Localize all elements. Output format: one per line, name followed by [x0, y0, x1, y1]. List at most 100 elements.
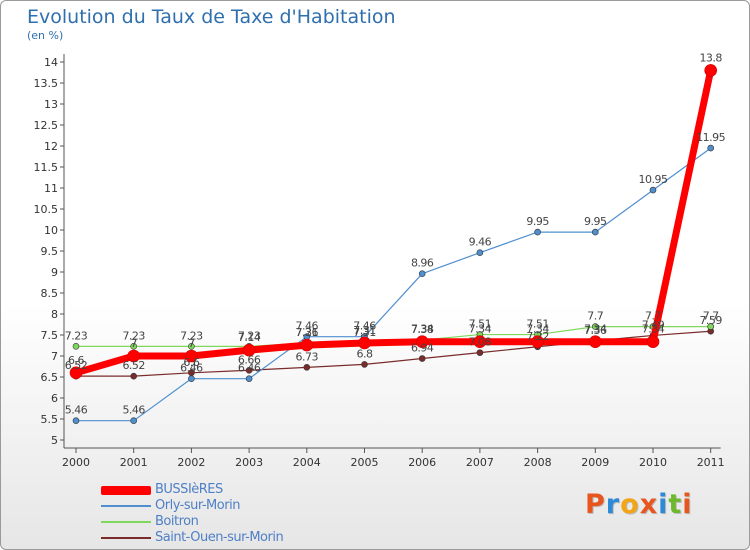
data-point: [303, 364, 311, 371]
data-point: [69, 366, 83, 380]
legend-swatch: [101, 485, 151, 495]
proxiti-logo: Proxiti: [585, 489, 693, 520]
logo-letter: r: [605, 489, 621, 520]
data-point: [473, 335, 487, 349]
y-tick-label: 8.5: [41, 287, 59, 300]
x-tick-label: 2010: [639, 456, 667, 469]
data-point: [245, 375, 253, 382]
y-tick-label: 10: [44, 224, 58, 237]
y-tick-label: 13: [44, 98, 58, 111]
legend-label: Boitron: [155, 514, 199, 529]
data-label: 7.23: [238, 329, 261, 342]
data-point: [242, 343, 256, 357]
series-line: [75, 147, 712, 422]
data-label: 7.7: [587, 310, 603, 323]
data-label: 7: [188, 337, 195, 350]
data-label: 13.8: [699, 51, 722, 64]
data-point: [127, 349, 140, 363]
data-label: 7.34: [469, 323, 492, 336]
data-label: 6.6: [183, 356, 199, 369]
data-label: 5.46: [122, 404, 145, 417]
x-tick-label: 2006: [408, 456, 436, 469]
data-label: 7.31: [353, 326, 376, 339]
data-label: 6.8: [357, 347, 373, 360]
data-point: [707, 144, 715, 152]
y-tick-label: 9.5: [41, 245, 59, 258]
data-label: 7.49: [642, 318, 665, 331]
data-label: 6.73: [296, 350, 319, 363]
y-tick-label: 13.5: [34, 77, 59, 90]
data-label: 7.08: [469, 336, 492, 349]
legend-label: BUSSIèRES: [155, 482, 223, 497]
series-layer: [69, 64, 718, 424]
data-label: 7.51: [526, 318, 549, 331]
x-tick-label: 2011: [697, 456, 725, 469]
series-line: [72, 66, 715, 377]
y-tick-label: 12: [44, 140, 58, 153]
data-label: 6.94: [411, 342, 434, 355]
data-point: [130, 343, 137, 350]
logo-letter: P: [585, 489, 606, 520]
data-label: 9.95: [526, 215, 549, 228]
data-label: 5.46: [65, 404, 88, 417]
y-tick-label: 5.5: [41, 413, 59, 426]
data-point: [588, 335, 602, 349]
data-label: 7.26: [296, 326, 319, 339]
data-label: 10.95: [639, 173, 668, 186]
logo-letter: o: [620, 489, 640, 520]
data-point: [188, 375, 195, 382]
data-label: 6.46: [180, 362, 203, 375]
y-tick-label: 8: [51, 308, 58, 321]
data-label: 7.7: [703, 310, 719, 323]
data-label: 7.36: [584, 324, 607, 337]
x-tick-label: 2000: [62, 456, 90, 469]
y-tick-label: 11: [44, 182, 58, 195]
data-label: 7.34: [526, 323, 549, 336]
data-label: 7.34: [642, 323, 665, 336]
data-label: 7.14: [238, 331, 261, 344]
data-label: 6.66: [238, 353, 261, 366]
data-point: [185, 349, 198, 363]
logo-letter: i: [658, 489, 669, 520]
data-label: 7.34: [411, 323, 434, 336]
data-point: [476, 249, 484, 256]
y-tick-label: 5: [51, 434, 58, 447]
data-label: 6.52: [65, 359, 88, 372]
data-point: [188, 343, 195, 350]
data-label: 9.95: [584, 215, 607, 228]
data-point: [358, 336, 371, 350]
logo-letter: t: [668, 489, 683, 520]
legend-swatch: [101, 505, 151, 507]
data-point: [476, 349, 484, 356]
data-label: 7.59: [699, 314, 722, 327]
data-label: 7.31: [296, 326, 319, 339]
x-tick-label: 2002: [177, 456, 205, 469]
y-tick-label: 11.5: [34, 161, 59, 174]
data-point: [531, 335, 544, 349]
x-tick-label: 2004: [293, 456, 321, 469]
y-tick-label: 6: [51, 392, 58, 405]
data-label: 9.46: [469, 236, 492, 249]
data-label: 7.23: [122, 329, 145, 342]
y-tick-label: 7.5: [41, 329, 59, 342]
axes: 5 5.5 6 6.5 7 7.5 8 8.5 9 9.5 10 10.5 11 11.5 12 12.5 13…: [34, 54, 725, 469]
data-point: [591, 323, 599, 330]
logo-letter: x: [639, 489, 659, 520]
data-label: 7: [130, 337, 137, 350]
data-label: 7.34: [584, 323, 607, 336]
data-point: [130, 372, 137, 380]
data-label: 11.95: [696, 131, 725, 144]
x-tick-label: 2001: [120, 456, 148, 469]
data-label: 6.6: [68, 354, 84, 367]
data-point: [418, 355, 426, 362]
data-label: 7.31: [353, 324, 376, 337]
y-tick-label: 7: [51, 350, 58, 363]
data-point: [415, 335, 429, 349]
data-point: [707, 323, 715, 330]
data-point: [245, 366, 253, 374]
data-point: [646, 335, 660, 349]
data-label: 6.52: [122, 359, 145, 372]
y-tick-label: 10.5: [34, 203, 59, 216]
